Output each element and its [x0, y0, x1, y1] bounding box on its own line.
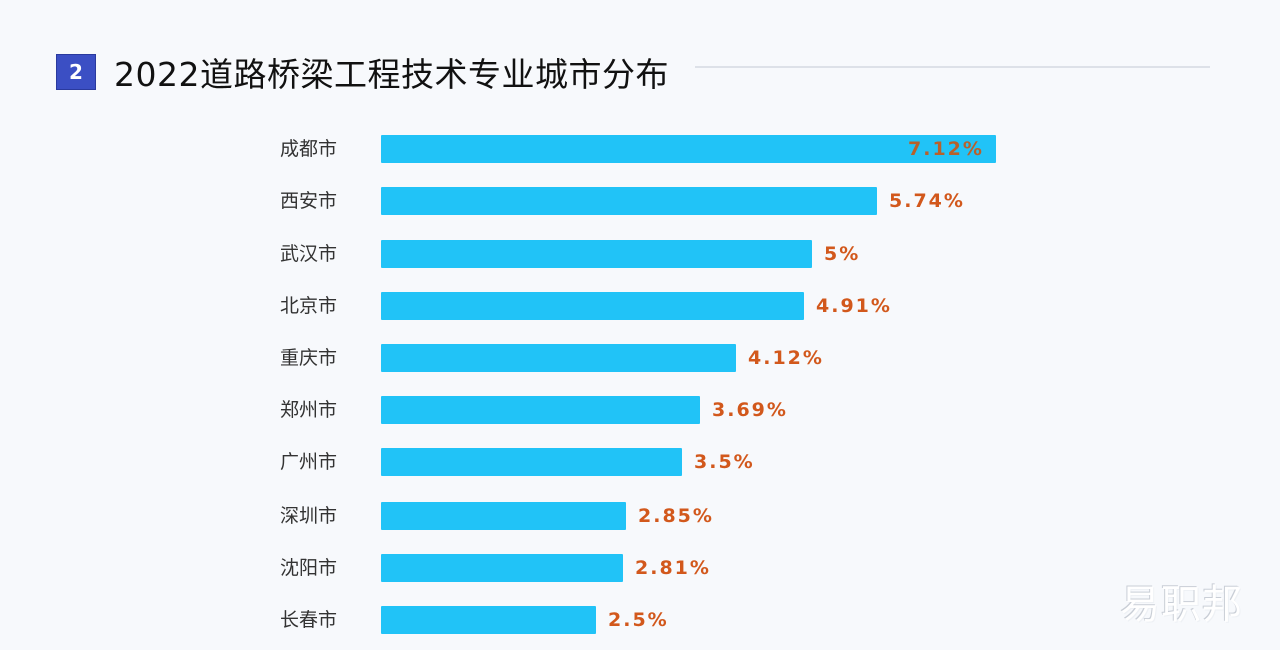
bar-row: 沈阳市 2.81%	[0, 554, 1280, 582]
bar-row: 重庆市 4.12%	[0, 344, 1280, 372]
bar	[381, 554, 623, 582]
value-label: 5%	[824, 243, 861, 265]
category-label: 北京市	[280, 295, 338, 317]
value-label: 2.85%	[638, 505, 714, 527]
bar	[381, 292, 804, 320]
bar-row: 长春市 2.5%	[0, 606, 1280, 634]
bar-row: 成都市 7.12%	[0, 135, 1280, 163]
chart-title: 2022道路桥梁工程技术专业城市分布	[114, 55, 669, 94]
category-label: 武汉市	[280, 243, 338, 265]
bar-row: 广州市 3.5%	[0, 448, 1280, 476]
bar	[381, 240, 812, 268]
bar	[381, 606, 596, 634]
section-header: 2 2022道路桥梁工程技术专业城市分布	[56, 48, 669, 96]
bar-row: 西安市 5.74%	[0, 187, 1280, 215]
category-label: 郑州市	[280, 399, 338, 421]
bar-row: 深圳市 2.85%	[0, 502, 1280, 530]
value-label: 2.81%	[635, 557, 711, 579]
bar	[381, 448, 682, 476]
bar	[381, 187, 877, 215]
category-label: 西安市	[280, 190, 338, 212]
value-label: 3.69%	[712, 399, 788, 421]
value-label: 3.5%	[694, 451, 755, 473]
header-divider	[695, 66, 1210, 68]
category-label: 广州市	[280, 451, 338, 473]
value-label: 4.12%	[748, 347, 824, 369]
bar	[381, 396, 700, 424]
bar-row: 北京市 4.91%	[0, 292, 1280, 320]
category-label: 重庆市	[280, 347, 338, 369]
bar-row: 武汉市 5%	[0, 240, 1280, 268]
section-number-badge: 2	[56, 54, 96, 90]
value-label: 5.74%	[889, 190, 965, 212]
category-label: 成都市	[280, 138, 338, 160]
value-label: 2.5%	[608, 609, 669, 631]
bar-row: 郑州市 3.69%	[0, 396, 1280, 424]
bar	[381, 344, 736, 372]
category-label: 沈阳市	[280, 557, 338, 579]
value-label: 7.12%	[908, 138, 984, 160]
bar	[381, 502, 626, 530]
category-label: 深圳市	[280, 505, 338, 527]
bar	[381, 135, 996, 163]
watermark-logo: 易职邦	[1120, 582, 1243, 628]
category-label: 长春市	[280, 609, 338, 631]
value-label: 4.91%	[816, 295, 892, 317]
